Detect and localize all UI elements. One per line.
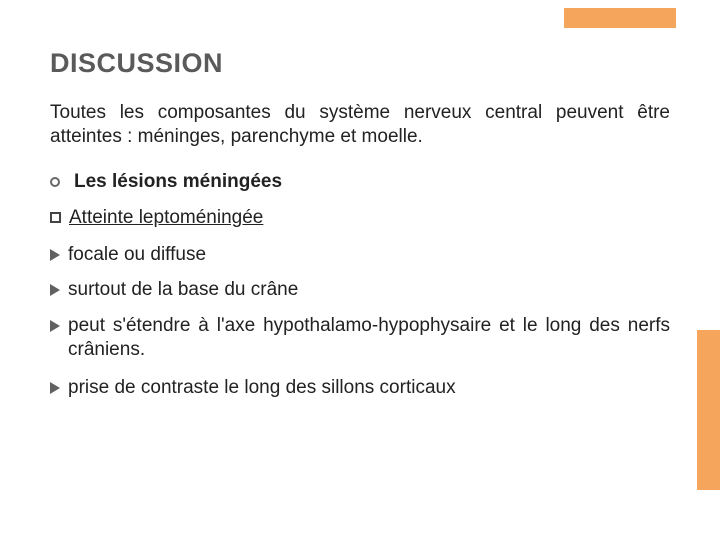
- section-heading-row: Les lésions méningées: [50, 171, 670, 193]
- subheading: Atteinte leptoméningée: [69, 207, 263, 229]
- section-heading: Les lésions méningées: [74, 171, 282, 193]
- list-item-text: surtout de la base du crâne: [68, 278, 670, 302]
- accent-bar-right: [697, 330, 720, 490]
- triangle-bullet-icon: [50, 382, 60, 394]
- list-item: surtout de la base du crâne: [50, 278, 670, 302]
- ring-bullet-icon: [50, 177, 60, 187]
- triangle-bullet-icon: [50, 284, 60, 296]
- triangle-bullet-icon: [50, 249, 60, 261]
- list-item: peut s'étendre à l'axe hypothalamo-hypop…: [50, 314, 670, 362]
- triangle-bullet-icon: [50, 320, 60, 332]
- accent-bar-top: [564, 8, 676, 28]
- list-item-text: peut s'étendre à l'axe hypothalamo-hypop…: [68, 314, 670, 362]
- square-bullet-icon: [50, 212, 61, 223]
- list-item: prise de contraste le long des sillons c…: [50, 376, 670, 400]
- slide-title: DISCUSSION: [50, 48, 670, 79]
- list-item-text: focale ou diffuse: [68, 243, 670, 267]
- list-item-text: prise de contraste le long des sillons c…: [68, 376, 670, 400]
- subheading-row: Atteinte leptoméningée: [50, 207, 670, 229]
- intro-paragraph: Toutes les composantes du système nerveu…: [50, 101, 670, 149]
- slide-content: DISCUSSION Toutes les composantes du sys…: [0, 0, 720, 443]
- list-item: focale ou diffuse: [50, 243, 670, 267]
